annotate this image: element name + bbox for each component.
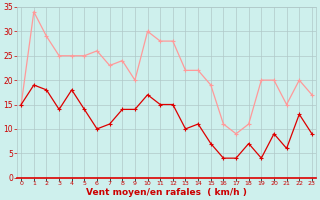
X-axis label: Vent moyen/en rafales  ( km/h ): Vent moyen/en rafales ( km/h ) (86, 188, 247, 197)
